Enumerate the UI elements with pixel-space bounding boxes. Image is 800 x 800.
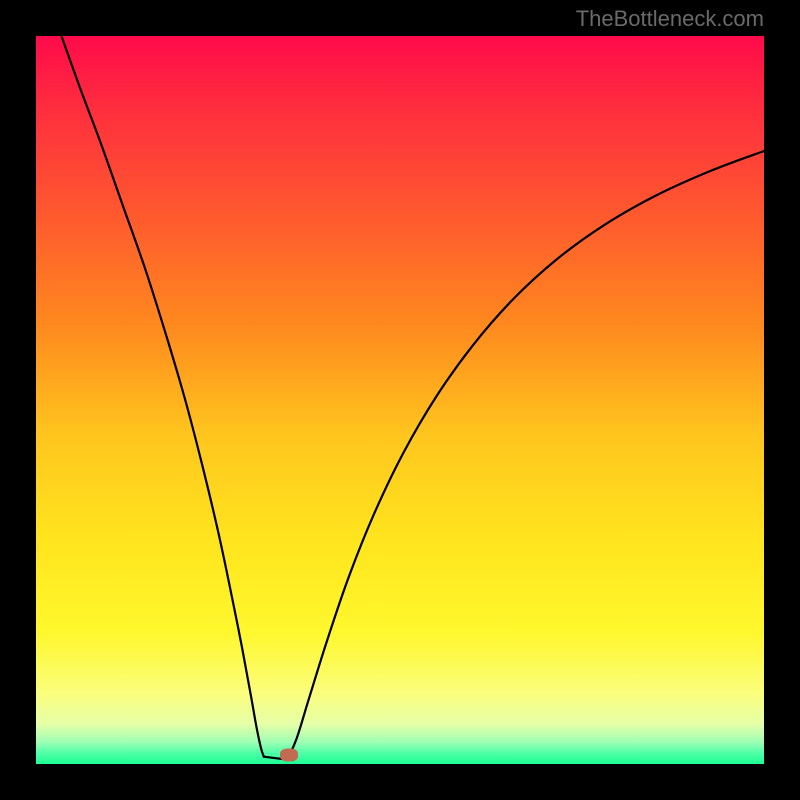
watermark-text: TheBottleneck.com	[576, 6, 764, 32]
plot-area	[36, 36, 764, 764]
chart-frame: TheBottleneck.com	[0, 0, 800, 800]
optimal-point-marker	[280, 749, 298, 762]
bottleneck-curve	[36, 36, 764, 764]
